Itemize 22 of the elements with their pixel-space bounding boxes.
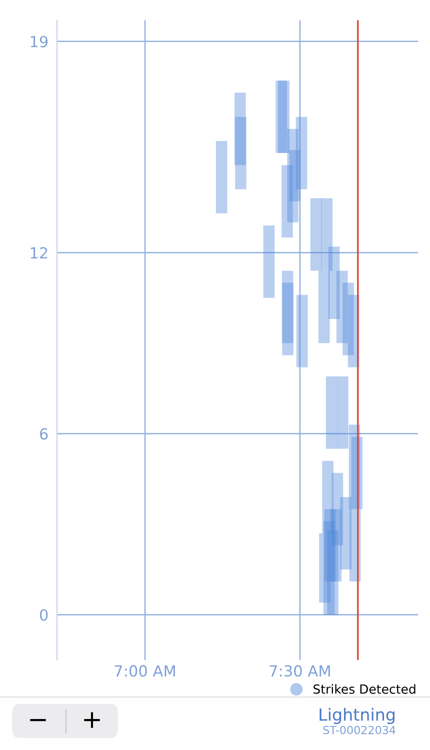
bar <box>326 376 338 449</box>
bar <box>282 282 294 356</box>
x-tick-label: 7:30 AM <box>270 665 330 677</box>
bar <box>296 116 308 190</box>
text: + <box>84 712 100 728</box>
text: − <box>30 719 46 722</box>
x-tick-label: 7:00 AM <box>114 665 175 677</box>
bar <box>337 376 348 449</box>
legend-label: Strikes Detected <box>314 684 416 694</box>
y-tick-label: 6 <box>40 428 48 440</box>
bar <box>216 140 228 214</box>
bar <box>278 80 290 154</box>
bar <box>263 225 275 298</box>
bar <box>318 270 330 344</box>
text: Lightning <box>320 708 394 724</box>
bar <box>235 116 246 190</box>
y-tick-label: 0 <box>40 609 48 621</box>
bar <box>296 294 308 368</box>
y-tick-label: 19 <box>30 36 48 48</box>
text: ST-00022034 <box>323 726 396 734</box>
bar <box>310 198 322 271</box>
y-tick-label: 12 <box>30 247 48 258</box>
